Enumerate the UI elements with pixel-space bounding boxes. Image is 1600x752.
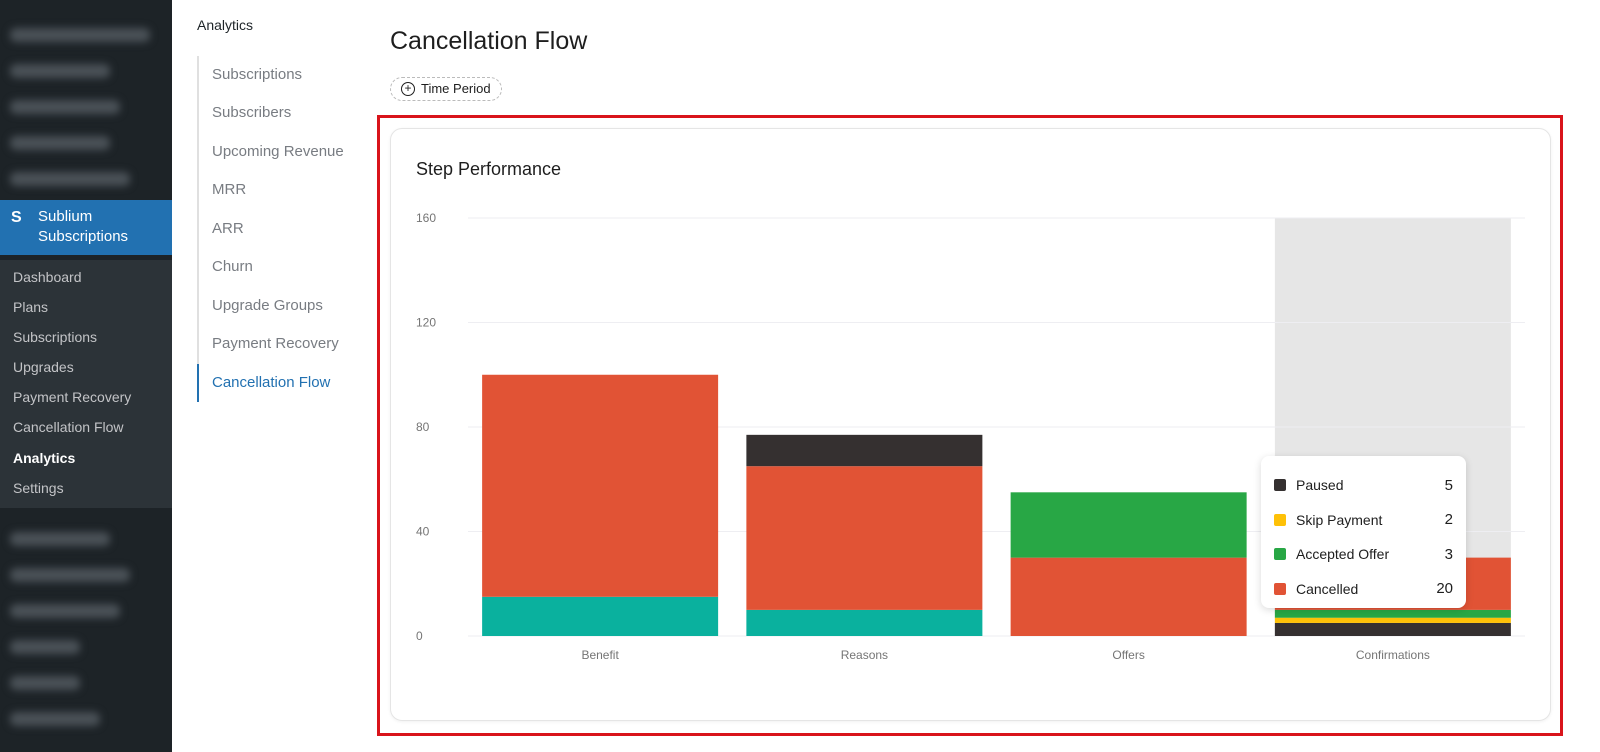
bar-segment-cancelled bbox=[482, 374, 719, 597]
skip-payment-swatch bbox=[1274, 513, 1286, 526]
bar-segment-series bbox=[746, 609, 983, 636]
nav-item-subscriptions[interactable]: Subscriptions bbox=[212, 66, 303, 83]
tooltip-label: Accepted Offer bbox=[1296, 546, 1390, 563]
y-tick-label: 0 bbox=[416, 629, 423, 643]
nav-item-subscribers[interactable]: Subscribers bbox=[212, 104, 292, 121]
nav-item-payment-recovery[interactable]: Payment Recovery bbox=[212, 335, 339, 352]
sidebar-item-sublium-subscriptions[interactable]: S Sublium Subscriptions bbox=[0, 200, 172, 255]
blurred-menu-item bbox=[10, 676, 80, 690]
secondary-nav: Subscriptions Subscribers Upcoming Reven… bbox=[197, 56, 367, 402]
y-tick-label: 40 bbox=[416, 525, 430, 539]
tooltip-value: 5 bbox=[1444, 476, 1453, 494]
blurred-menu-item bbox=[10, 28, 150, 42]
bar-segment-paused bbox=[1274, 622, 1511, 636]
submenu-item-analytics[interactable]: Analytics bbox=[13, 450, 76, 466]
sublium-logo-icon: S bbox=[11, 209, 22, 226]
tooltip-value: 20 bbox=[1436, 580, 1453, 598]
blurred-menu-item bbox=[10, 568, 130, 582]
x-tick-label: Benefit bbox=[581, 648, 619, 662]
blurred-menu-item bbox=[10, 172, 130, 186]
blurred-menu-item bbox=[10, 532, 110, 546]
tooltip-label: Skip Payment bbox=[1296, 511, 1383, 528]
plus-circle-icon: + bbox=[401, 82, 415, 96]
time-period-label: Time Period bbox=[421, 81, 491, 96]
x-tick-label: Reasons bbox=[841, 648, 888, 662]
cancelled-swatch bbox=[1274, 582, 1286, 595]
nav-item-upgrade-groups[interactable]: Upgrade Groups bbox=[212, 297, 323, 314]
accepted-offer-swatch bbox=[1274, 548, 1286, 561]
time-period-filter-button[interactable]: + Time Period bbox=[390, 77, 502, 101]
tooltip-row-skip-payment: Skip Payment 2 bbox=[1274, 503, 1453, 538]
page-title: Cancellation Flow bbox=[390, 27, 588, 55]
bar-segment-cancelled bbox=[746, 466, 983, 610]
blurred-menu-item bbox=[10, 100, 120, 114]
brand-label: Sublium Subscriptions bbox=[38, 208, 129, 245]
submenu: Dashboard Plans Subscriptions Upgrades P… bbox=[0, 260, 172, 508]
tooltip-row-paused: Paused 5 bbox=[1274, 468, 1453, 503]
submenu-item-settings[interactable]: Settings bbox=[13, 480, 64, 496]
bar-segment-skip-payment bbox=[1274, 617, 1511, 623]
submenu-item-dashboard[interactable]: Dashboard bbox=[13, 269, 82, 285]
bar-segment-accepted-offer bbox=[1274, 609, 1511, 618]
tooltip-value: 3 bbox=[1444, 545, 1453, 563]
chart-tooltip: Paused 5 Skip Payment 2 Accepted Offer 3 Ca… bbox=[1261, 456, 1466, 608]
nav-item-arr[interactable]: ARR bbox=[212, 220, 244, 237]
bar-segment-accepted-offer bbox=[1010, 492, 1247, 558]
tooltip-label: Cancelled bbox=[1296, 580, 1359, 597]
secondary-nav-title: Analytics bbox=[197, 17, 254, 33]
paused-swatch bbox=[1274, 479, 1286, 492]
y-tick-label: 120 bbox=[416, 316, 436, 330]
submenu-item-subscriptions[interactable]: Subscriptions bbox=[13, 329, 98, 345]
highlight-box bbox=[377, 115, 1563, 736]
blurred-menu-item bbox=[10, 604, 120, 618]
tooltip-value: 2 bbox=[1444, 511, 1453, 529]
admin-sidebar: S Sublium Subscriptions Dashboard Plans … bbox=[0, 0, 172, 752]
blurred-menu-item bbox=[10, 640, 80, 654]
blurred-menu-item bbox=[10, 136, 110, 150]
x-tick-label: Confirmations bbox=[1356, 648, 1430, 662]
nav-item-cancellation-flow[interactable]: Cancellation Flow bbox=[212, 374, 331, 391]
tooltip-row-cancelled: Cancelled 20 bbox=[1274, 572, 1453, 607]
bar-segment-cancelled bbox=[1010, 557, 1247, 636]
blurred-menu-item bbox=[10, 64, 110, 78]
y-tick-label: 160 bbox=[416, 211, 436, 225]
bar-segment-series bbox=[482, 596, 719, 636]
bar-segment-paused bbox=[746, 434, 983, 467]
tooltip-label: Paused bbox=[1296, 477, 1344, 494]
tooltip-row-accepted-offer: Accepted Offer 3 bbox=[1274, 537, 1453, 572]
active-indicator bbox=[197, 364, 199, 402]
submenu-item-payment-recovery[interactable]: Payment Recovery bbox=[13, 389, 132, 405]
nav-item-churn[interactable]: Churn bbox=[212, 258, 253, 275]
nav-item-upcoming-revenue[interactable]: Upcoming Revenue bbox=[212, 143, 344, 160]
y-tick-label: 80 bbox=[416, 420, 430, 434]
nav-item-mrr[interactable]: MRR bbox=[212, 181, 247, 198]
submenu-item-plans[interactable]: Plans bbox=[13, 299, 49, 315]
step-performance-card bbox=[390, 128, 1551, 721]
submenu-item-upgrades[interactable]: Upgrades bbox=[13, 359, 74, 375]
blurred-menu-item bbox=[10, 712, 100, 726]
card-title: Step Performance bbox=[416, 159, 562, 179]
submenu-item-cancellation-flow[interactable]: Cancellation Flow bbox=[13, 419, 124, 435]
x-tick-label: Offers bbox=[1112, 648, 1144, 662]
